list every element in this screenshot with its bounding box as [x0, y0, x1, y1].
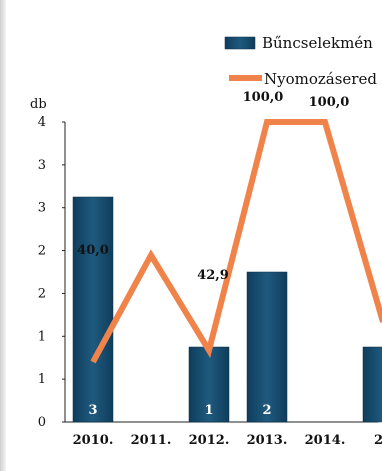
bar-data-label: 1: [204, 403, 213, 418]
y-tick-label: 1: [38, 329, 46, 344]
x-tick-label: 2013.: [247, 433, 288, 448]
x-tick-label: 2011.: [131, 433, 172, 448]
y-tick-label: 3: [38, 201, 46, 216]
x-tick-label: 2012.: [189, 433, 230, 448]
y-tick-label: 4: [38, 115, 46, 130]
y-tick-label: 2: [38, 286, 46, 301]
page-edge-shadow: [0, 0, 6, 471]
x-tick-label: 2010.: [73, 433, 114, 448]
bar: [72, 196, 114, 423]
line-data-label: 100,0: [243, 90, 284, 105]
bar-data-label: 3: [88, 403, 97, 418]
bar: [246, 271, 288, 423]
line-data-label: 100,0: [309, 95, 350, 110]
bar: [188, 346, 230, 423]
legend-label-line: Nyomozásered: [264, 70, 377, 88]
line-series-nyomozasered: [90, 119, 382, 364]
y-tick-label: 3: [38, 158, 46, 173]
legend-swatch-bar: [224, 36, 256, 50]
x-tick-label: 20: [374, 433, 382, 448]
bar: [362, 346, 382, 423]
line-data-label: 42,9: [197, 268, 229, 283]
y-tick-label: 2: [38, 244, 46, 259]
x-tick-label: 2014.: [305, 433, 346, 448]
bar-data-label: 2: [262, 403, 271, 418]
y-tick-label: 0: [38, 415, 46, 430]
legend-label-bar: Bűncselekmén: [262, 34, 373, 52]
line-data-label: 40,0: [77, 243, 109, 258]
y-tick-label: 1: [38, 372, 46, 387]
y-axis-title: db: [30, 97, 47, 112]
